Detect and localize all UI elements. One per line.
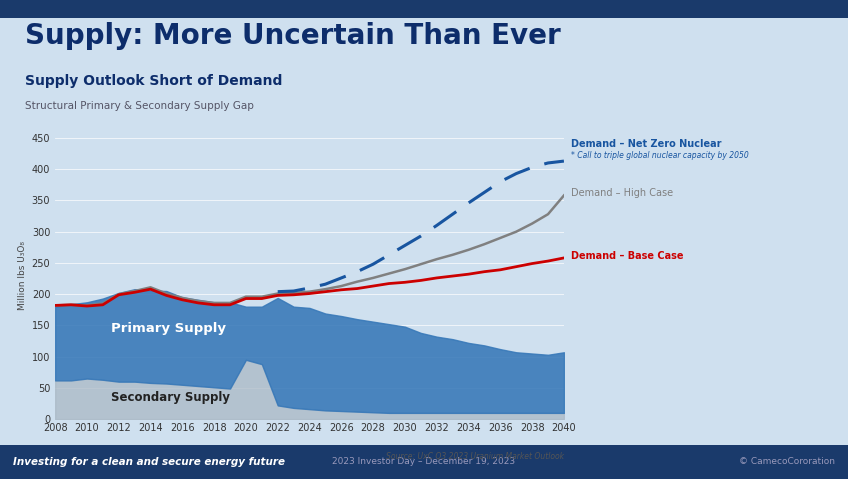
Text: © CamecoCororation: © CamecoCororation (739, 457, 835, 466)
Text: Supply: More Uncertain Than Ever: Supply: More Uncertain Than Ever (25, 22, 561, 49)
Text: Demand – Net Zero Nuclear: Demand – Net Zero Nuclear (571, 139, 721, 149)
Text: Secondary Supply: Secondary Supply (111, 391, 230, 404)
Text: Demand – High Case: Demand – High Case (571, 188, 672, 198)
Text: Structural Primary & Secondary Supply Gap: Structural Primary & Secondary Supply Ga… (25, 101, 254, 111)
Text: * Call to triple global nuclear capacity by 2050: * Call to triple global nuclear capacity… (571, 151, 749, 160)
Text: Investing for a clean and secure energy future: Investing for a clean and secure energy … (13, 457, 285, 467)
Text: Demand – Base Case: Demand – Base Case (571, 251, 683, 261)
Text: Source: UxC Q3 2023 Uranium Market Outlook: Source: UxC Q3 2023 Uranium Market Outlo… (386, 452, 564, 461)
Text: Primary Supply: Primary Supply (111, 322, 226, 335)
Text: Supply Outlook Short of Demand: Supply Outlook Short of Demand (25, 74, 283, 88)
Y-axis label: Million lbs U₃O₈: Million lbs U₃O₈ (19, 241, 27, 310)
Text: 2023 Investor Day – December 19, 2023: 2023 Investor Day – December 19, 2023 (332, 457, 516, 466)
